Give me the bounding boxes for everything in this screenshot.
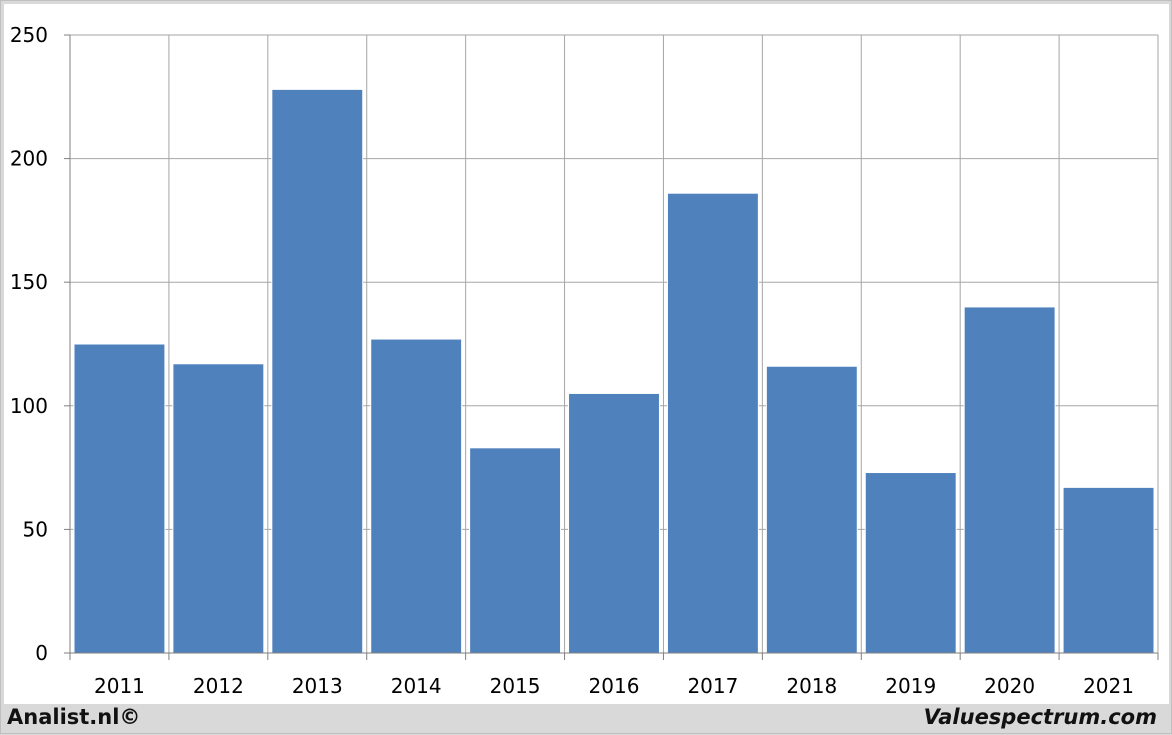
y-tick-label: 200: [10, 147, 48, 171]
bar-2021: [1062, 486, 1155, 654]
x-tick-label: 2014: [391, 674, 442, 698]
x-tick-label: 2015: [490, 674, 541, 698]
axis-layer: [64, 34, 1159, 660]
x-tick-label: 2021: [1083, 674, 1134, 698]
x-tick-label: 2017: [687, 674, 738, 698]
bar-2019: [864, 472, 957, 654]
x-tick-label: 2012: [193, 674, 244, 698]
bar-2018: [765, 365, 858, 654]
bar-2020: [963, 306, 1056, 654]
x-tick-label: 2016: [589, 674, 640, 698]
y-tick-label: 50: [23, 517, 48, 541]
bar-2017: [666, 192, 759, 654]
y-tick-label: 0: [35, 641, 48, 665]
x-tick-label: 2019: [885, 674, 936, 698]
bar-layer: [73, 88, 1155, 654]
x-tick-label: 2020: [984, 674, 1035, 698]
bar-2014: [370, 338, 463, 654]
y-tick-label: 150: [10, 270, 48, 294]
bar-2013: [271, 88, 364, 654]
bar-2012: [172, 363, 265, 654]
footer-left-credit: Analist.nl©: [7, 705, 141, 729]
footer-right-credit: Valuespectrum.com: [923, 705, 1157, 729]
x-tick-label: 2011: [94, 674, 145, 698]
bar-2016: [568, 392, 660, 654]
y-tick-label: 100: [10, 394, 48, 418]
bar-2011: [73, 343, 166, 654]
y-tick-label: 250: [10, 23, 48, 47]
bar-2015: [469, 447, 562, 654]
x-tick-label: 2013: [292, 674, 343, 698]
label-layer: 0 50 100 150 200 250 2011 2012 2013 2014 2015 2016 2…: [10, 23, 1134, 698]
x-tick-label: 2018: [786, 674, 837, 698]
